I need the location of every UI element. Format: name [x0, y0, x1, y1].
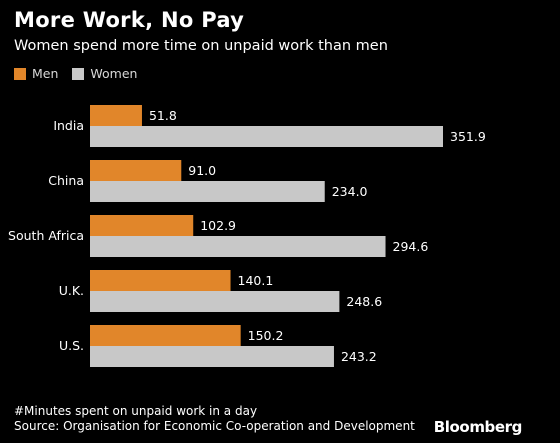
- legend-item-men: Men: [14, 66, 58, 81]
- footnote-source: Source: Organisation for Economic Co-ope…: [14, 419, 415, 433]
- category-label-south-africa: South Africa: [8, 228, 84, 243]
- chart-title: More Work, No Pay: [14, 8, 245, 32]
- bar-women-south-africa: [90, 236, 386, 257]
- value-label-men-india: 51.8: [149, 108, 177, 123]
- bar-men-india: [90, 105, 142, 126]
- footnote-note: #Minutes spent on unpaid work in a day: [14, 404, 258, 418]
- value-label-women-china: 234.0: [332, 184, 368, 199]
- bar-men-u-s: [90, 325, 241, 346]
- chart-subtitle: Women spend more time on unpaid work tha…: [14, 38, 388, 54]
- legend-item-women: Women: [72, 66, 137, 81]
- footnote: #Minutes spent on unpaid work in a day S…: [14, 404, 415, 434]
- bar-women-u-s: [90, 346, 334, 367]
- category-label-india: India: [53, 118, 84, 133]
- value-label-men-u-s: 150.2: [248, 328, 284, 343]
- value-label-women-u-s: 243.2: [341, 349, 377, 364]
- bar-women-u-k: [90, 291, 340, 312]
- bar-men-u-k: [90, 270, 231, 291]
- legend-label-women: Women: [90, 66, 138, 81]
- bloomberg-logo: Bloomberg: [433, 418, 523, 436]
- category-label-u-k: U.K.: [59, 283, 84, 298]
- value-label-men-south-africa: 102.9: [200, 218, 236, 233]
- bar-men-china: [90, 160, 182, 181]
- legend-swatch-men: [14, 67, 26, 80]
- bar-chart: India 51.8 351.9 China 91.0 234.0 South Africa…: [8, 105, 486, 367]
- value-label-men-u-k: 140.1: [238, 273, 274, 288]
- legend-swatch-women: [72, 67, 85, 80]
- value-label-men-china: 91.0: [188, 163, 216, 178]
- value-label-women-south-africa: 294.6: [393, 239, 429, 254]
- category-label-u-s: U.S.: [59, 338, 84, 353]
- value-label-women-india: 351.9: [450, 129, 486, 144]
- legend: Men Women: [14, 66, 151, 81]
- legend-label-men: Men: [32, 66, 59, 81]
- bar-women-china: [90, 181, 325, 202]
- category-label-china: China: [48, 173, 84, 188]
- bar-women-india: [90, 126, 443, 147]
- value-label-women-u-k: 248.6: [346, 294, 382, 309]
- bar-men-south-africa: [90, 215, 194, 236]
